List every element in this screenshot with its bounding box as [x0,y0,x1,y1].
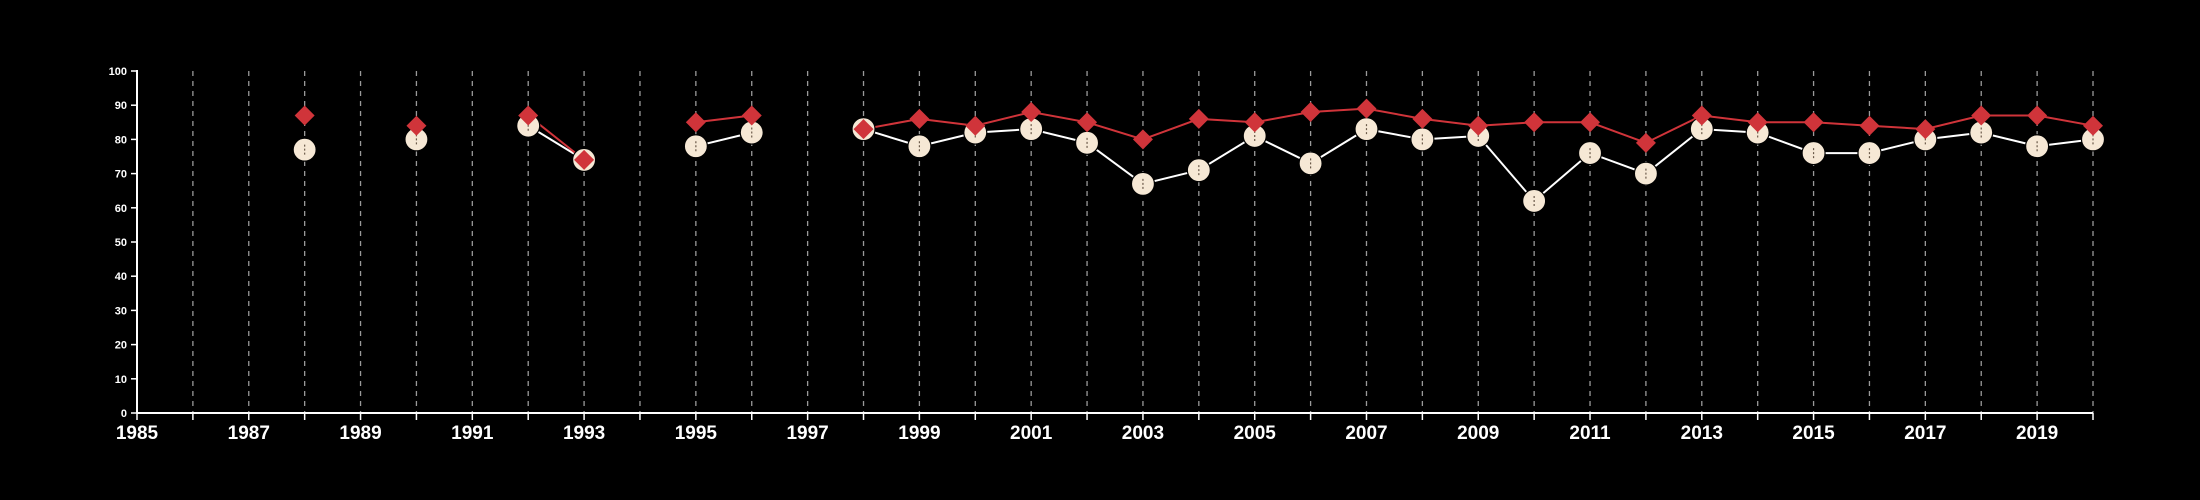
diamond-point [1356,98,1377,119]
diamond-point [294,105,315,126]
axis-layer: 0 10 20 30 40 50 60 70 80 90 100 1985 1987 1989 1991 19… [109,66,2094,444]
diamond-point [1412,108,1433,129]
diamond-point [518,105,539,126]
x-tick-label: 2019 [2016,423,2058,444]
x-tick-label: 2015 [1792,423,1835,444]
diamond-point [965,115,986,136]
x-tick-label: 2007 [1345,423,1387,444]
y-tick-label: 0 [121,408,127,420]
diamond-point [909,108,930,129]
diamond-point [1691,105,1712,126]
x-tick-label: 1985 [116,423,159,444]
diamond-point [1803,112,1824,133]
y-tick-label: 40 [115,271,127,283]
diamond-point [1244,112,1265,133]
x-tick-label: 2005 [1234,423,1277,444]
diamond-point [685,112,706,133]
y-tick-label: 100 [109,66,127,78]
x-tick-label: 1997 [786,423,828,444]
y-tick-label: 20 [115,340,127,352]
x-tick-label: 2003 [1122,423,1164,444]
diamond-point [741,105,762,126]
y-tick-label: 60 [115,203,127,215]
x-tick-label: 1991 [451,423,494,444]
x-tick-label: 2017 [1904,423,1946,444]
y-tick-label: 50 [115,237,127,249]
x-tick-label: 1989 [339,423,381,444]
diamond-point [574,149,595,170]
x-tick-label: 1993 [563,423,605,444]
diamond-point [1635,132,1656,153]
diamond-point [1468,115,1489,136]
diamond-point [1077,112,1098,133]
diamond-point [1021,102,1042,123]
y-tick-label: 90 [115,100,127,112]
y-tick-label: 10 [115,374,127,386]
diamond-point [1747,112,1768,133]
diamond-point [1524,112,1545,133]
x-tick-label: 2011 [1569,423,1611,444]
y-tick-label: 80 [115,134,127,146]
diamond-point [2083,115,2103,136]
x-tick-label: 1987 [228,423,270,444]
diamond-point [1300,102,1321,123]
x-tick-label: 1995 [675,423,718,444]
diamond-point [1859,115,1880,136]
diamond-point [1188,108,1209,129]
grid-layer [192,71,2094,413]
x-tick-label: 2009 [1457,423,1499,444]
diamond-point [406,115,427,136]
diamond-point [1915,119,1936,140]
x-tick-label: 1999 [898,423,940,444]
series-layer [292,98,2106,214]
x-tick-label: 2001 [1010,423,1053,444]
diamond-point [2027,105,2048,126]
x-tick-label: 2013 [1681,423,1723,444]
diamond-point [1132,129,1153,150]
diamond-point [1580,112,1601,133]
series-diamond-line [695,114,752,124]
diamond-point [853,119,874,140]
y-tick-label: 30 [115,305,127,317]
diamond-point [1971,105,1992,126]
y-tick-label: 70 [115,169,127,181]
